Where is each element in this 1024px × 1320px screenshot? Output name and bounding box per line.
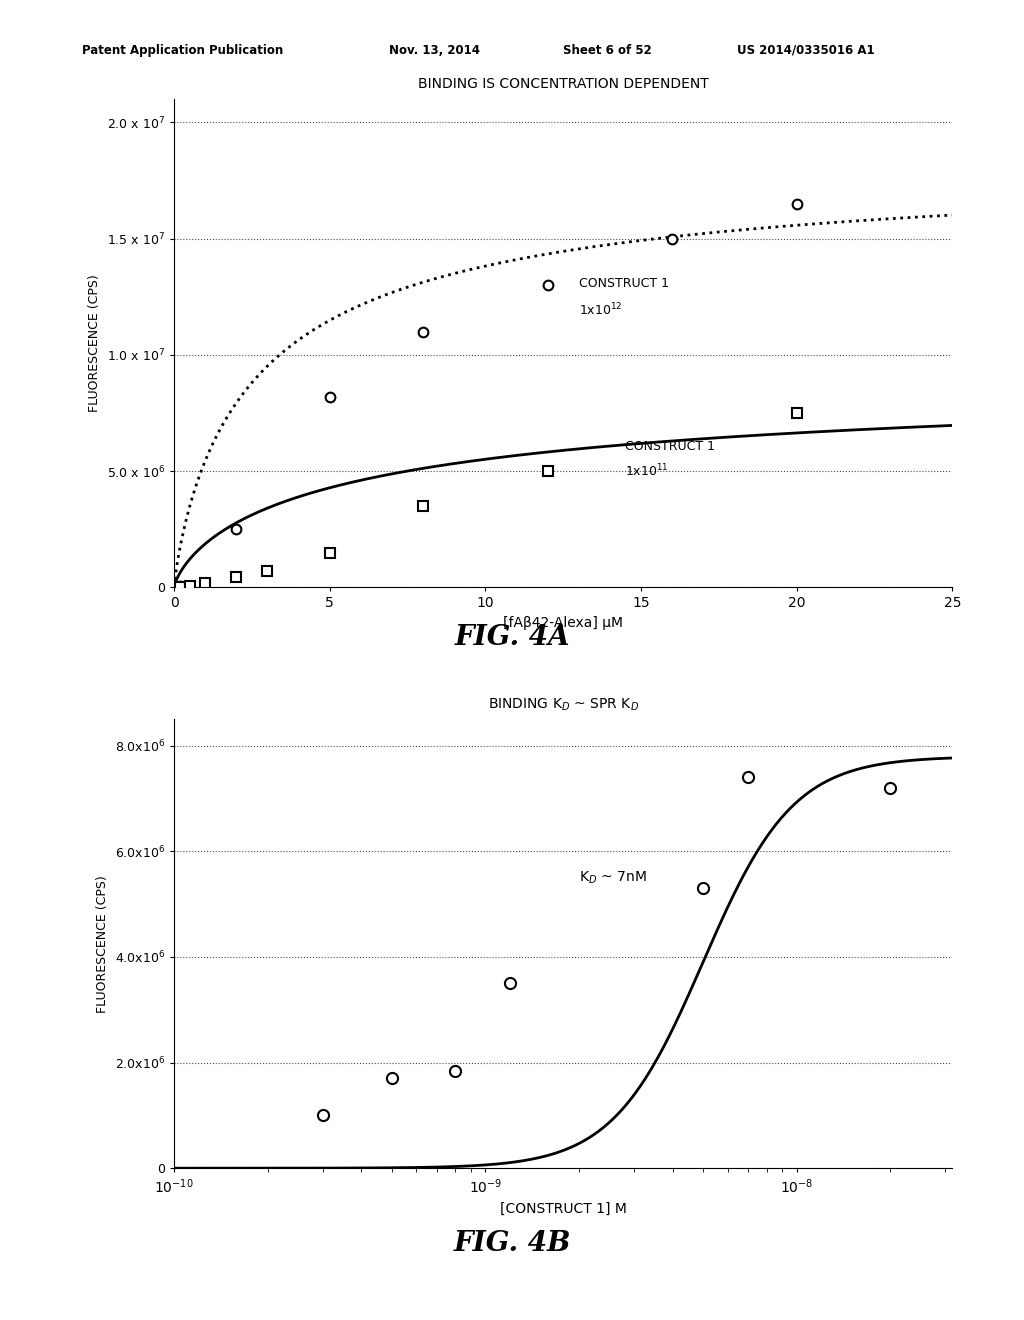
Title: BINDING IS CONCENTRATION DEPENDENT: BINDING IS CONCENTRATION DEPENDENT [418, 77, 709, 91]
X-axis label: [fAβ42-Alexa] μM: [fAβ42-Alexa] μM [503, 616, 624, 630]
Y-axis label: FLUORESCENCE (CPS): FLUORESCENCE (CPS) [96, 875, 110, 1012]
Text: Patent Application Publication: Patent Application Publication [82, 44, 284, 57]
Text: CONSTRUCT 1: CONSTRUCT 1 [579, 277, 669, 289]
Text: K$_D$ ~ 7nM: K$_D$ ~ 7nM [580, 870, 647, 886]
Text: Nov. 13, 2014: Nov. 13, 2014 [389, 44, 480, 57]
Text: US 2014/0335016 A1: US 2014/0335016 A1 [737, 44, 874, 57]
Text: CONSTRUCT 1: CONSTRUCT 1 [626, 440, 716, 453]
Text: FIG. 4A: FIG. 4A [455, 624, 569, 651]
Y-axis label: FLUORESCENCE (CPS): FLUORESCENCE (CPS) [88, 275, 101, 412]
Title: BINDING K$_D$ ~ SPR K$_D$: BINDING K$_D$ ~ SPR K$_D$ [487, 696, 639, 713]
Text: Sheet 6 of 52: Sheet 6 of 52 [563, 44, 652, 57]
Text: 1x10$^{12}$: 1x10$^{12}$ [579, 301, 623, 318]
X-axis label: [CONSTRUCT 1] M: [CONSTRUCT 1] M [500, 1201, 627, 1216]
Text: FIG. 4B: FIG. 4B [454, 1230, 570, 1257]
Text: 1x10$^{11}$: 1x10$^{11}$ [626, 463, 669, 479]
